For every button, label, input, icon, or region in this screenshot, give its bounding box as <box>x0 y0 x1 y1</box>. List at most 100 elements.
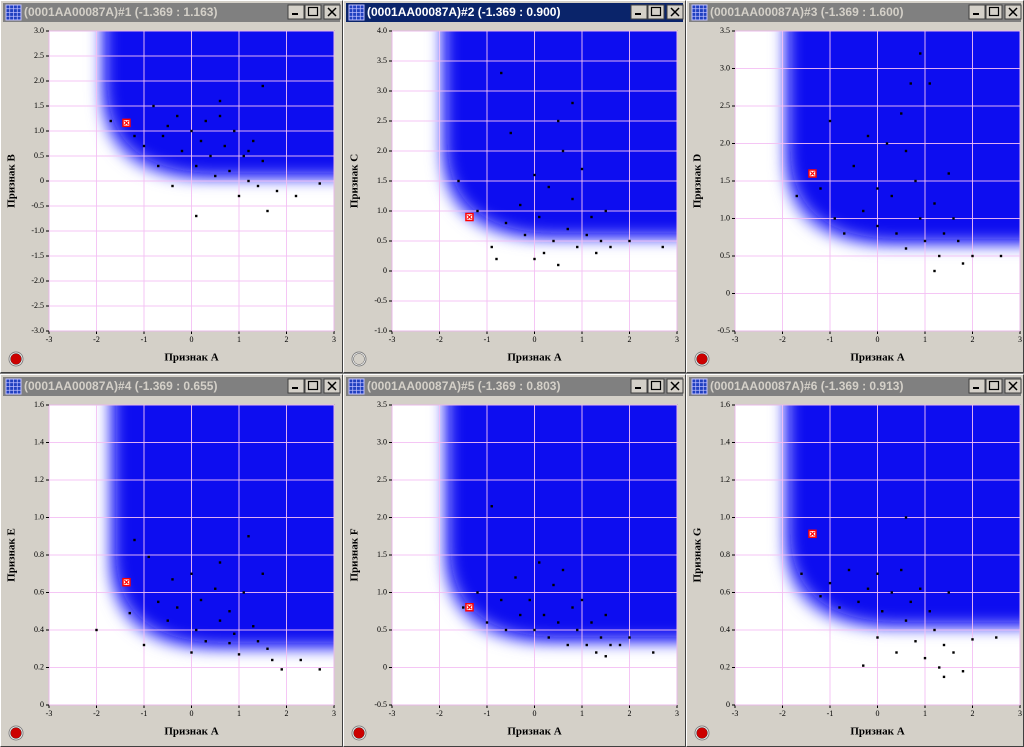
point <box>247 179 250 183</box>
point <box>828 119 832 123</box>
glyph[interactable] <box>307 380 319 391</box>
status-button[interactable] <box>8 351 24 367</box>
point <box>866 587 870 590</box>
status-button[interactable] <box>8 725 24 741</box>
button-dot[interactable] <box>10 727 22 739</box>
point <box>242 591 245 594</box>
minimize-button[interactable] <box>630 4 648 20</box>
status-button[interactable] <box>351 351 367 367</box>
status-button[interactable] <box>351 725 367 741</box>
glyph[interactable] <box>670 7 680 17</box>
x-tick-label: 2 <box>971 709 975 718</box>
point <box>538 215 541 219</box>
close-button[interactable] <box>323 378 341 394</box>
point <box>900 112 903 115</box>
minimize-button[interactable] <box>630 378 648 394</box>
glyph[interactable] <box>670 381 680 391</box>
button-face[interactable] <box>287 378 305 394</box>
close-button[interactable] <box>666 4 684 20</box>
highlight-point <box>122 118 131 128</box>
glyph[interactable] <box>307 6 319 17</box>
y-tick-label: 3.5 <box>377 56 387 65</box>
glyph[interactable] <box>327 7 337 17</box>
glyph[interactable] <box>988 6 1000 17</box>
minimize-button[interactable] <box>287 378 305 394</box>
point <box>228 641 231 645</box>
minimize-button[interactable] <box>968 4 986 20</box>
close-button[interactable] <box>323 4 341 20</box>
point <box>133 134 136 138</box>
point <box>604 655 607 658</box>
minimize-button[interactable] <box>968 378 986 394</box>
glyph[interactable] <box>327 381 337 391</box>
glyph[interactable] <box>635 387 641 389</box>
maximize-button[interactable] <box>647 378 665 394</box>
close-button[interactable] <box>1004 4 1022 20</box>
button-face[interactable] <box>630 4 648 20</box>
glyph[interactable] <box>1008 7 1018 17</box>
glyph[interactable] <box>988 380 1000 391</box>
close-button[interactable] <box>1004 378 1022 394</box>
point <box>280 668 283 671</box>
point <box>971 638 974 641</box>
point <box>500 71 503 75</box>
y-tick-label: 1.5 <box>34 101 44 110</box>
window-canvas: (0001AA00087A)#3 (-1.369 : 1.600) -3 -2 -1 0… <box>689 3 1022 367</box>
status-button[interactable] <box>694 725 710 741</box>
point <box>580 167 584 171</box>
button-dot[interactable] <box>696 727 708 739</box>
glyph[interactable] <box>292 13 298 15</box>
button-face[interactable] <box>968 4 986 20</box>
y-tick-label: 0 <box>383 662 387 671</box>
point <box>171 184 174 188</box>
minimize-button[interactable] <box>287 4 305 20</box>
close-button[interactable] <box>666 378 684 394</box>
maximize-button[interactable] <box>985 378 1003 394</box>
point <box>233 129 236 133</box>
button-face[interactable] <box>968 378 986 394</box>
x-tick-label: 1 <box>580 335 584 344</box>
point <box>204 640 207 643</box>
maximize-button[interactable] <box>985 4 1003 20</box>
glyph[interactable] <box>1008 381 1018 391</box>
point <box>557 263 560 267</box>
button-dot[interactable] <box>353 353 365 365</box>
point <box>318 182 321 185</box>
point <box>504 628 508 632</box>
point <box>952 217 955 220</box>
point <box>942 232 946 235</box>
status-button[interactable] <box>694 351 710 367</box>
maximize-button[interactable] <box>304 4 322 20</box>
button-face[interactable] <box>630 378 648 394</box>
button-dot[interactable] <box>696 353 708 365</box>
glyph[interactable] <box>635 13 641 15</box>
maximize-button[interactable] <box>304 378 322 394</box>
glyph[interactable] <box>292 387 298 389</box>
button-face[interactable] <box>287 4 305 20</box>
region <box>450 405 677 637</box>
point <box>166 619 169 622</box>
x-tick-label: 3 <box>675 709 679 718</box>
glyph[interactable] <box>973 13 979 15</box>
y-tick-label: 1.0 <box>34 126 44 135</box>
window-icon <box>5 4 22 21</box>
point <box>914 179 917 183</box>
maximize-button[interactable] <box>647 4 665 20</box>
x-tick-label: -1 <box>484 709 491 718</box>
point <box>152 104 155 108</box>
glyph[interactable] <box>650 6 662 17</box>
window-canvas: (0001AA00087A)#5 (-1.369 : 0.803) -3 -2 -1 0… <box>346 377 684 741</box>
point <box>504 221 508 225</box>
button-dot[interactable] <box>353 727 365 739</box>
x-tick-label: 3 <box>1018 335 1022 344</box>
point <box>485 621 489 624</box>
y-tick-label: 3.0 <box>34 26 44 35</box>
glyph[interactable] <box>650 380 662 391</box>
point <box>476 591 479 594</box>
y-tick-label: 2.5 <box>377 116 387 125</box>
button-dot[interactable] <box>10 353 22 365</box>
y-tick-label: -0.5 <box>31 201 44 210</box>
point <box>585 233 588 237</box>
point <box>604 613 607 617</box>
glyph[interactable] <box>973 387 979 389</box>
